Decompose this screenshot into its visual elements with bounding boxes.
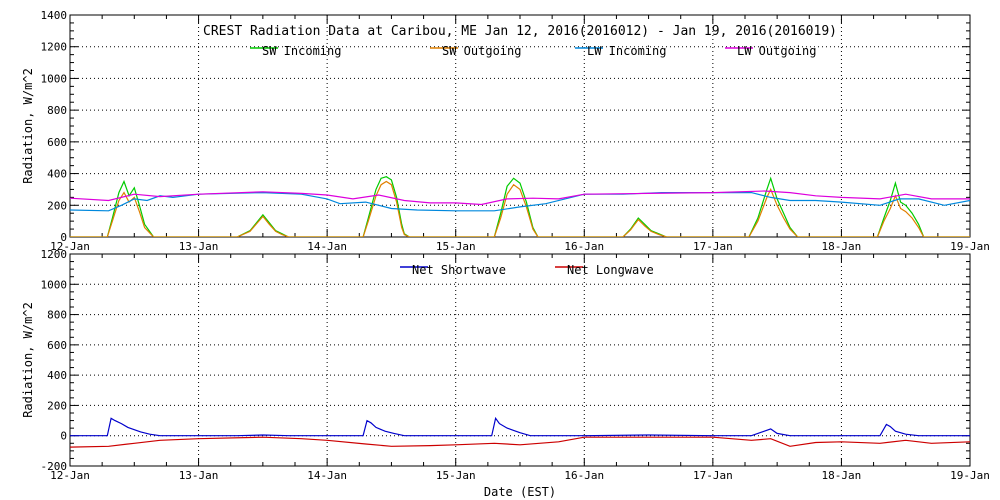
legend-label: SW Outgoing bbox=[442, 44, 521, 58]
y-tick-label: 1200 bbox=[41, 248, 68, 261]
legend-label: Net Shortwave bbox=[412, 263, 506, 277]
legend-label: LW Outgoing bbox=[737, 44, 816, 58]
y-tick-label: -200 bbox=[41, 460, 68, 473]
series-line-sw-outgoing bbox=[70, 180, 970, 237]
radiation-top-panel: 0 200 400 600 800 1000 1200 1400 12-Jan 13-Jan 14-… bbox=[21, 9, 990, 253]
y-tick-label: 0 bbox=[60, 231, 67, 244]
x-axis-label: Date (EST) bbox=[484, 485, 556, 499]
series-line-net-shortwave bbox=[70, 416, 970, 437]
y-tick-label: 400 bbox=[47, 369, 67, 382]
y-tick-label: 1000 bbox=[41, 72, 68, 85]
y-tick-label: 1200 bbox=[41, 41, 68, 54]
series-line-lw-outgoing bbox=[70, 190, 970, 206]
x-tick-label: 18-Jan bbox=[822, 240, 862, 253]
x-tick-label: 15-Jan bbox=[436, 240, 476, 253]
x-tick-label: 13-Jan bbox=[179, 469, 219, 482]
x-tick-label: 14-Jan bbox=[307, 240, 347, 253]
series-line-sw-incoming bbox=[70, 176, 970, 237]
x-tick-label: 16-Jan bbox=[564, 469, 604, 482]
y-tick-label: 0 bbox=[60, 430, 67, 443]
y-tick-label: 200 bbox=[47, 199, 67, 212]
chart-title: CREST Radiation Data at Caribou, ME Jan … bbox=[203, 24, 837, 39]
plot-frame bbox=[69, 253, 971, 467]
legend-label: Net Longwave bbox=[567, 263, 654, 277]
y-tick-label: 400 bbox=[47, 168, 67, 181]
x-tick-label: 17-Jan bbox=[693, 240, 733, 253]
series-line-lw-incoming bbox=[70, 191, 970, 212]
y-tick-label: 1400 bbox=[41, 9, 68, 22]
y-tick-label: 200 bbox=[47, 399, 67, 412]
y-axis-label: Radiation, W/m^2 bbox=[21, 302, 35, 418]
series-line-net-longwave bbox=[70, 436, 970, 448]
x-tick-label: 14-Jan bbox=[307, 469, 347, 482]
x-tick-label: 13-Jan bbox=[179, 240, 219, 253]
x-tick-label: 18-Jan bbox=[822, 469, 862, 482]
y-tick-label: 600 bbox=[47, 339, 67, 352]
y-tick-label: 800 bbox=[47, 309, 67, 322]
x-tick-label: 12-Jan bbox=[50, 469, 90, 482]
x-tick-label: 17-Jan bbox=[693, 469, 733, 482]
y-tick-label: 600 bbox=[47, 136, 67, 149]
x-tick-label: 12-Jan bbox=[50, 240, 90, 253]
y-axis-label: Radiation, W/m^2 bbox=[21, 68, 35, 184]
x-tick-label: 19-Jan bbox=[950, 240, 990, 253]
net-radiation-bottom-panel: -200 0 200 400 600 800 1000 1200 12-Jan 13-Jan 14-… bbox=[21, 248, 990, 499]
legend-label: LW Incoming bbox=[587, 44, 666, 58]
y-tick-label: 800 bbox=[47, 104, 67, 117]
x-tick-label: 16-Jan bbox=[564, 240, 604, 253]
y-tick-label: 1000 bbox=[41, 278, 68, 291]
x-tick-label: 19-Jan bbox=[950, 469, 990, 482]
x-tick-label: 15-Jan bbox=[436, 469, 476, 482]
legend-label: SW Incoming bbox=[262, 44, 341, 58]
